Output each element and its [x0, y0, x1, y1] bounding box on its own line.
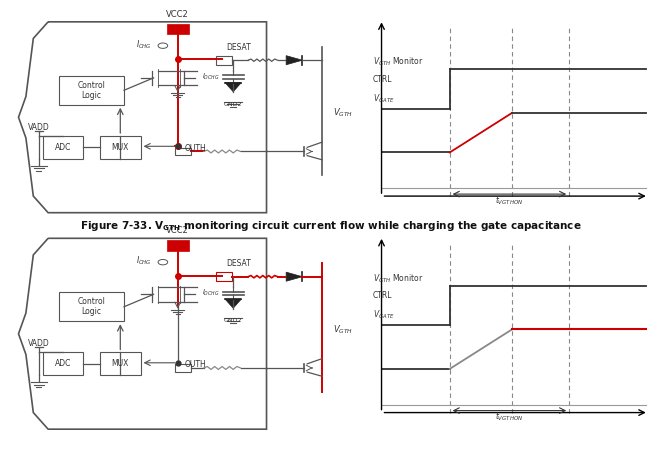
Text: Control
Logic: Control Logic [78, 81, 106, 100]
Text: OUTH: OUTH [185, 360, 207, 369]
Polygon shape [225, 83, 241, 92]
Text: VADD: VADD [28, 123, 50, 132]
Text: $V_{GTH}$ Monitor: $V_{GTH}$ Monitor [373, 55, 424, 68]
FancyBboxPatch shape [175, 364, 192, 372]
Text: ADC: ADC [55, 143, 71, 152]
Text: ADC: ADC [55, 359, 71, 368]
Text: $I_{DCHG}$: $I_{DCHG}$ [202, 288, 219, 299]
Text: $V_{GTH}$ Monitor: $V_{GTH}$ Monitor [373, 272, 424, 285]
FancyBboxPatch shape [59, 76, 124, 105]
Text: DESAT: DESAT [226, 259, 251, 268]
Text: VADD: VADD [28, 339, 50, 348]
FancyBboxPatch shape [215, 55, 232, 65]
Text: CTRL: CTRL [373, 75, 393, 84]
FancyBboxPatch shape [42, 136, 83, 159]
Text: GND2: GND2 [224, 102, 243, 107]
Text: $V_{GATE}$: $V_{GATE}$ [373, 309, 395, 321]
FancyBboxPatch shape [42, 352, 83, 375]
Text: Figure 7-33. $\mathbf{V_{GTH}}$ monitoring circuit current flow while charging t: Figure 7-33. $\mathbf{V_{GTH}}$ monitori… [80, 219, 581, 233]
Text: OUTH: OUTH [185, 144, 207, 153]
Polygon shape [286, 55, 303, 65]
FancyBboxPatch shape [167, 240, 189, 251]
FancyBboxPatch shape [59, 292, 124, 321]
Text: $I_{CHG}$: $I_{CHG}$ [136, 255, 152, 267]
Text: $I_{CHG}$: $I_{CHG}$ [136, 38, 152, 51]
Text: $V_{GTH}$: $V_{GTH}$ [333, 107, 353, 120]
Text: VCC2: VCC2 [167, 10, 189, 18]
FancyBboxPatch shape [215, 272, 232, 281]
FancyBboxPatch shape [100, 136, 141, 159]
Text: DESAT: DESAT [226, 43, 251, 52]
Text: MUX: MUX [112, 359, 129, 368]
Text: GND2: GND2 [224, 318, 243, 323]
FancyBboxPatch shape [175, 148, 192, 155]
Text: VCC2: VCC2 [167, 226, 189, 235]
Text: Control
Logic: Control Logic [78, 297, 106, 317]
FancyBboxPatch shape [167, 24, 189, 34]
Text: $t_{VGTHON}$: $t_{VGTHON}$ [495, 194, 524, 207]
Text: CTRL: CTRL [373, 291, 393, 300]
Polygon shape [225, 299, 241, 308]
Text: $V_{GTH}$: $V_{GTH}$ [333, 323, 353, 336]
Text: $I_{DCHG}$: $I_{DCHG}$ [202, 72, 219, 82]
Text: $t_{VGTHON}$: $t_{VGTHON}$ [495, 411, 524, 423]
Text: MUX: MUX [112, 143, 129, 152]
Text: $V_{GATE}$: $V_{GATE}$ [373, 92, 395, 105]
Polygon shape [286, 272, 303, 281]
FancyBboxPatch shape [100, 352, 141, 375]
